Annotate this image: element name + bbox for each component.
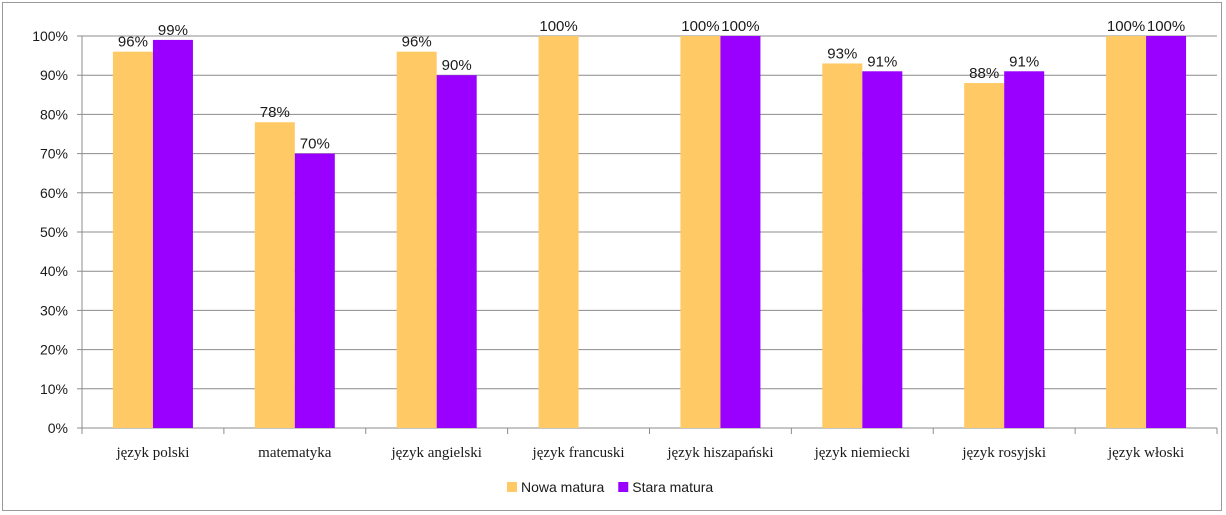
y-tick-label: 30% bbox=[40, 302, 68, 318]
bar bbox=[964, 83, 1005, 428]
data-label: 91% bbox=[867, 53, 897, 70]
x-category-label: język niemiecki bbox=[814, 445, 910, 461]
x-category-label: matematyka bbox=[258, 445, 332, 461]
bar bbox=[862, 71, 903, 428]
legend-swatch bbox=[507, 482, 517, 492]
x-category-label: język francuski bbox=[532, 445, 625, 461]
bar bbox=[112, 51, 153, 429]
data-label: 99% bbox=[158, 22, 188, 39]
y-tick-label: 100% bbox=[32, 28, 68, 44]
y-tick-label: 90% bbox=[40, 67, 68, 83]
data-label: 96% bbox=[402, 34, 432, 51]
data-label: 78% bbox=[260, 104, 290, 121]
legend-label: Nowa matura bbox=[521, 479, 604, 495]
y-tick-label: 0% bbox=[48, 420, 68, 436]
bar bbox=[1146, 36, 1187, 428]
y-tick-label: 20% bbox=[40, 342, 68, 358]
y-tick-label: 80% bbox=[40, 106, 68, 122]
data-label: 93% bbox=[827, 45, 857, 62]
x-category-label: język hiszapański bbox=[666, 445, 773, 461]
bars bbox=[112, 36, 1187, 429]
y-tick-label: 60% bbox=[40, 185, 68, 201]
bar bbox=[538, 36, 579, 428]
x-category-label: język angielski bbox=[390, 445, 481, 461]
legend-label: Stara matura bbox=[632, 479, 713, 495]
bar bbox=[396, 51, 437, 429]
y-tick-label: 70% bbox=[40, 146, 68, 162]
bar bbox=[720, 36, 761, 428]
bar bbox=[254, 122, 295, 429]
y-tick-label: 50% bbox=[40, 224, 68, 240]
data-label: 70% bbox=[300, 136, 330, 153]
x-category-label: język polski bbox=[115, 445, 189, 461]
data-label: 96% bbox=[118, 34, 148, 51]
bar bbox=[1004, 71, 1045, 428]
bar bbox=[822, 63, 863, 428]
data-label: 100% bbox=[1147, 18, 1185, 35]
bar bbox=[152, 39, 193, 429]
gridlines bbox=[82, 35, 1217, 390]
legend-swatch bbox=[618, 482, 629, 492]
legend: Nowa matura Stara matura bbox=[507, 479, 713, 495]
data-label: 90% bbox=[442, 57, 472, 74]
x-category-label: język rosyjski bbox=[961, 445, 1046, 461]
data-label: 91% bbox=[1009, 53, 1039, 70]
data-label: 100% bbox=[1107, 18, 1145, 35]
y-tick-label: 40% bbox=[40, 263, 68, 279]
data-label: 88% bbox=[969, 65, 999, 82]
bar bbox=[680, 36, 721, 428]
data-label: 100% bbox=[721, 18, 759, 35]
y-tick-label: 10% bbox=[40, 381, 68, 397]
x-category-label: język włoski bbox=[1107, 445, 1184, 461]
data-labels: 96%78%96%100% 100%93%88%100%99%70%90%100%… bbox=[118, 18, 1185, 153]
data-label: 100% bbox=[539, 18, 577, 35]
bar bbox=[294, 153, 335, 428]
data-label: 100% bbox=[681, 18, 719, 35]
bar bbox=[436, 75, 477, 428]
bar bbox=[1106, 36, 1147, 428]
